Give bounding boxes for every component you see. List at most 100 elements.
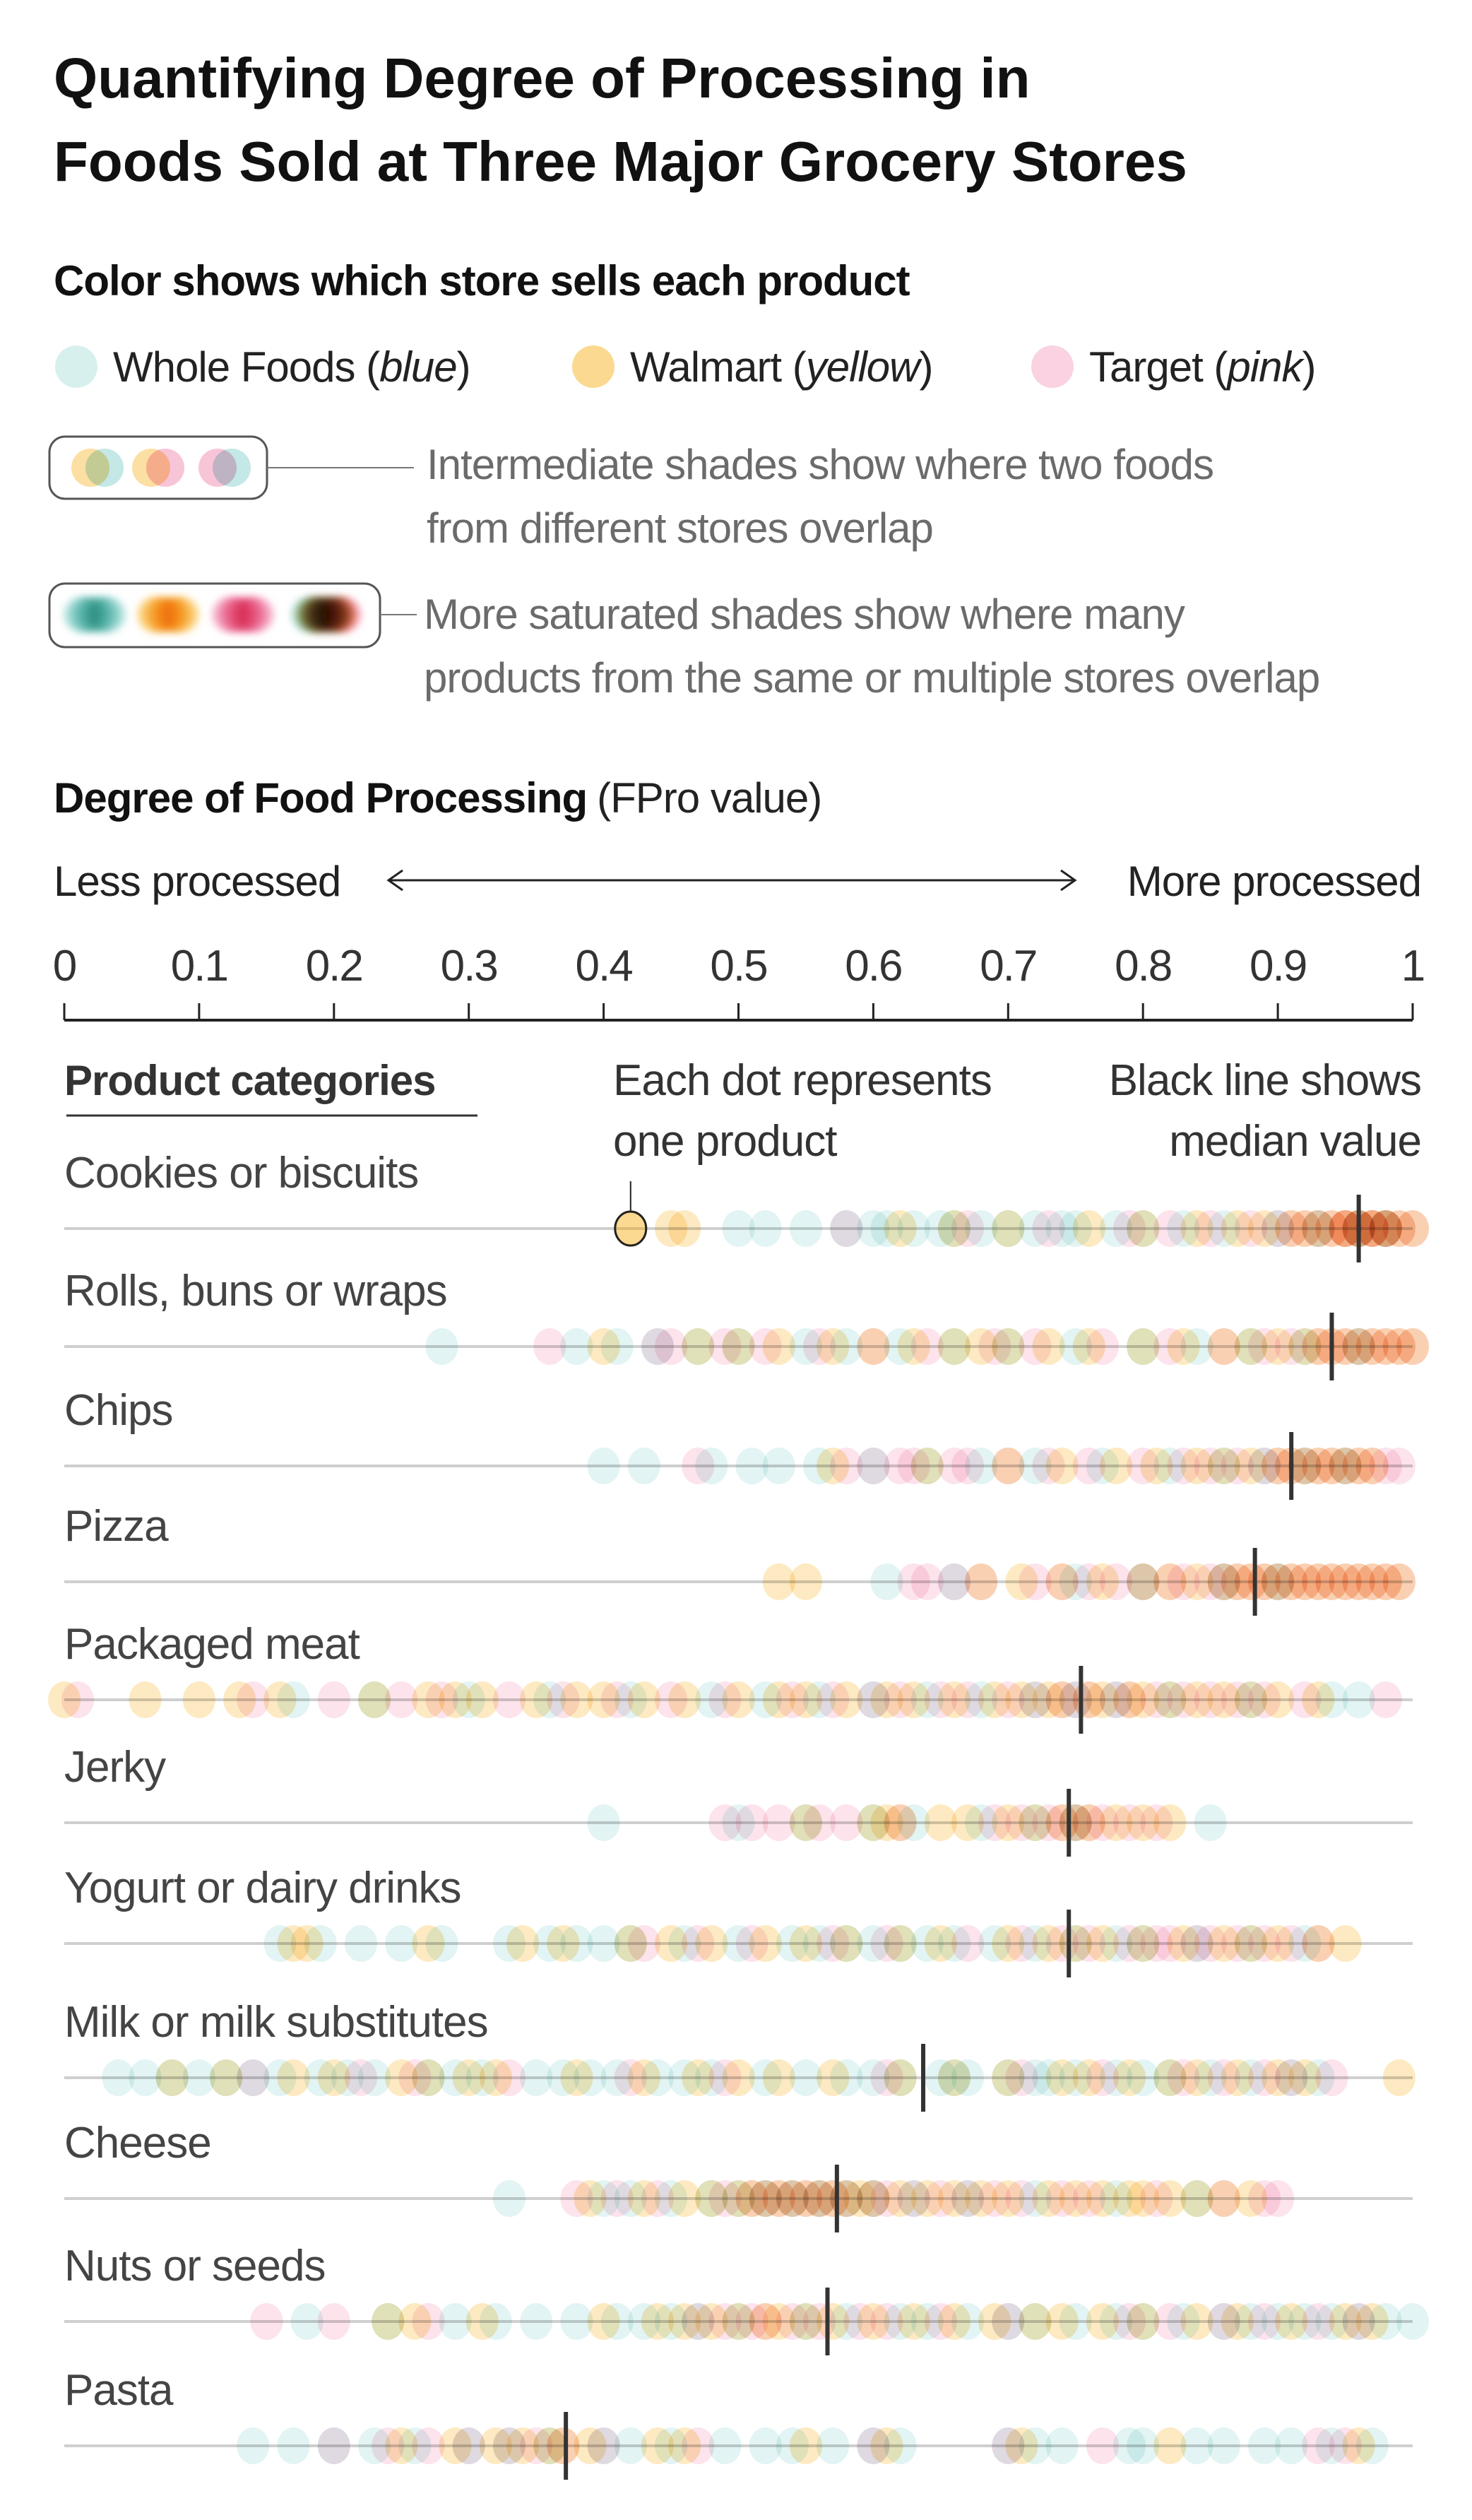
product-dot-whole-foods (749, 2427, 782, 2464)
category-label: Pizza (64, 1502, 169, 1551)
product-dot-walmart (951, 1804, 985, 1841)
x-tick-label: 0.5 (710, 942, 766, 990)
product-dot-walmart (1113, 2059, 1146, 2096)
product-dot-walmart (1045, 2303, 1079, 2340)
product-dot-target (385, 1681, 418, 1718)
category-row: Pizza (64, 1502, 1415, 1616)
product-dot-target (1167, 2059, 1200, 2096)
legend-heading: Color shows which store sells each produ… (54, 257, 910, 304)
product-dot-target (1221, 1681, 1254, 1718)
product-dot-walmart (627, 1681, 660, 1718)
product-dot-target (1275, 1328, 1308, 1365)
x-tick-label: 0.2 (306, 942, 362, 990)
product-dot-target (735, 1804, 768, 1841)
product-dot-whole-foods (129, 2059, 162, 2096)
product-dot-walmart (762, 1563, 795, 1600)
svg-text:Whole Foods (blue): Whole Foods (blue) (113, 343, 470, 391)
product-dot-target (1140, 1681, 1173, 1718)
product-dot-target (1248, 2303, 1281, 2340)
x-tick-label: 1 (1401, 942, 1424, 990)
product-dot-target (843, 2303, 877, 2340)
product-dot-target (1019, 1563, 1052, 1600)
product-dot-target (1072, 1925, 1105, 1962)
product-dot-walmart (1153, 2427, 1187, 2464)
product-dot-target (776, 2303, 809, 2340)
product-dot-target (655, 1681, 688, 1718)
product-dot-walmart (358, 1681, 391, 1718)
product-dot-walmart (992, 1210, 1025, 1247)
product-dot-target (1262, 2180, 1295, 2217)
saturated-swatches-icon (64, 596, 362, 633)
product-dot-target (965, 1563, 998, 1600)
product-dot-target (1127, 1448, 1160, 1484)
product-dot-walmart (614, 1210, 647, 1247)
product-dot-target (992, 1681, 1025, 1718)
product-dot-target (1005, 1804, 1038, 1841)
product-dot-target (372, 2427, 405, 2464)
product-dot-target (547, 1681, 580, 1718)
product-dot-target (1275, 2059, 1308, 2096)
product-dot-target (1369, 1681, 1402, 1718)
product-dot-target (1302, 2303, 1335, 2340)
legend-store-name: Target (1089, 343, 1204, 391)
product-dot-target (412, 2303, 445, 2340)
svg-text:Target (pink): Target (pink) (1089, 343, 1315, 391)
legend-color-word: pink (1225, 343, 1305, 391)
product-dot-walmart (560, 2059, 593, 2096)
product-dot-target (1275, 1925, 1308, 1962)
product-dot-target (1167, 1681, 1200, 1718)
product-dot-walmart (655, 1925, 688, 1962)
product-dot-target (1207, 2303, 1240, 2340)
swatch-dot (213, 449, 251, 487)
product-dot-walmart (263, 1681, 297, 1718)
saturated-shades-legend: More saturated shades show where many pr… (48, 582, 1320, 702)
target-swatch-icon (1031, 345, 1074, 388)
annotation-dot-line1: Each dot represents (613, 1056, 992, 1105)
product-dot-target (951, 1448, 985, 1484)
product-dot-walmart (1019, 2303, 1052, 2340)
legend-color-word: blue (379, 343, 456, 391)
product-dot-walmart (641, 2303, 674, 2340)
product-dot-target (1086, 1804, 1119, 1841)
product-dot-whole-foods (520, 2303, 553, 2340)
product-dot-target (978, 1804, 1011, 1841)
highlighted-product-dot (614, 1210, 648, 1247)
category-label: Rolls, buns or wraps (64, 1267, 447, 1315)
product-dot-walmart (668, 1210, 701, 1247)
product-dot-target (708, 1681, 742, 1718)
product-dot-target (1248, 1681, 1281, 1718)
product-dot-whole-foods (587, 1448, 620, 1484)
product-dot-target (803, 2303, 836, 2340)
category-row: Milk or milk substitutes (64, 1998, 1415, 2112)
categories-heading: Product categories (64, 1057, 436, 1104)
product-dot-walmart (937, 1328, 971, 1365)
product-dot-walmart (506, 1925, 540, 1962)
product-dot-target (398, 2059, 432, 2096)
product-dot-target (749, 1328, 782, 1365)
product-dot-target (708, 2180, 742, 2217)
legend-whole-foods: Whole Foods (blue) (55, 343, 471, 391)
legend-color-word: yellow (803, 343, 922, 391)
product-dot-walmart (1045, 2059, 1079, 2096)
product-dot-walmart (587, 1328, 620, 1365)
product-dot-target (1045, 1563, 1079, 1600)
product-dot-target (492, 1681, 526, 1718)
product-dot-target (870, 2303, 903, 2340)
product-dot-target (1382, 1563, 1415, 1600)
product-dot-target (1207, 1328, 1240, 1365)
product-dot-whole-foods (735, 1448, 768, 1484)
product-dot-target (708, 2059, 742, 2096)
product-dot-target (992, 1448, 1025, 1484)
product-dot-walmart (1180, 2180, 1213, 2217)
product-dot-target (1153, 2303, 1187, 2340)
product-dot-whole-foods (1180, 2427, 1213, 2464)
product-dot-target (1153, 1210, 1187, 1247)
product-dot-target (910, 1328, 944, 1365)
product-dot-target (1329, 2427, 1362, 2464)
product-dot-target (1207, 2180, 1240, 2217)
product-dot-target (951, 1210, 985, 1247)
product-dot-walmart (1072, 1210, 1105, 1247)
product-dot-target (1221, 1925, 1254, 1962)
intermediate-swatches-icon (71, 449, 251, 487)
